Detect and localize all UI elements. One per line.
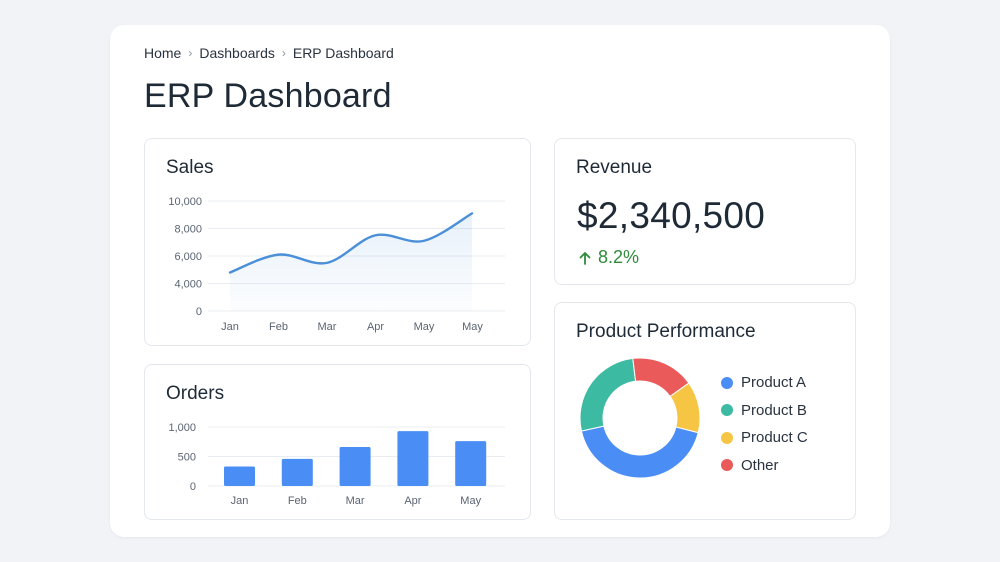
revenue-card: Revenue $2,340,500 8.2%	[554, 138, 856, 285]
orders-bar	[339, 447, 371, 486]
x-tick-label: May	[460, 495, 481, 507]
legend-label: Product A	[741, 374, 807, 392]
orders-bar	[455, 441, 487, 486]
donut-slice	[580, 425, 699, 479]
y-tick-label: 8,000	[174, 224, 202, 236]
x-tick-label: Mar	[318, 321, 337, 333]
orders-bar	[397, 431, 429, 486]
chevron-right-icon: ›	[281, 46, 286, 60]
sales-card: Sales 10,000 8,000 6,000 4,000 0 Jan Feb Mar Apr…	[144, 138, 531, 346]
orders-bar-chart: 1,000 500 0 Jan Feb Mar Apr May	[168, 422, 505, 507]
orders-card-title: Orders	[166, 383, 225, 404]
y-tick-label: 1,000	[168, 422, 196, 434]
sales-card-title: Sales	[166, 157, 214, 178]
x-tick-label: Apr	[367, 321, 384, 333]
legend-item: Other	[721, 452, 808, 480]
x-tick-label: Jan	[221, 321, 239, 333]
x-tick-label: Mar	[346, 495, 365, 507]
legend-swatch	[721, 431, 733, 444]
legend-item: Product C	[721, 424, 808, 452]
legend-swatch	[721, 404, 733, 417]
sales-line	[228, 212, 474, 274]
product-performance-card: Product Performance Product A Product B Pr…	[554, 302, 856, 520]
product-performance-title: Product Performance	[576, 321, 756, 342]
page-title: ERP Dashboard	[144, 77, 392, 115]
chevron-right-icon: ›	[188, 46, 193, 60]
sales-line-chart: 10,000 8,000 6,000 4,000 0 Jan Feb Mar Apr May May	[168, 196, 505, 333]
x-tick-label: May	[414, 321, 435, 333]
legend-item: Product A	[721, 369, 808, 397]
y-tick-label: 0	[190, 481, 196, 493]
x-tick-label: Feb	[269, 321, 288, 333]
y-tick-label: 10,000	[168, 196, 202, 208]
y-tick-label: 4,000	[174, 279, 202, 291]
x-tick-label: Jan	[231, 495, 249, 507]
legend-label: Product C	[741, 429, 808, 447]
x-tick-label: Feb	[288, 495, 307, 507]
arrow-up-icon	[579, 251, 591, 265]
sales-area-fill	[230, 213, 472, 311]
orders-bar	[224, 466, 255, 486]
breadcrumb-home[interactable]: Home	[144, 45, 182, 61]
legend-label: Product B	[741, 401, 807, 419]
legend-swatch	[721, 459, 733, 472]
breadcrumb-current[interactable]: ERP Dashboard	[292, 45, 394, 61]
revenue-change: 8.2%	[577, 247, 639, 268]
y-tick-label: 0	[196, 306, 202, 318]
product-performance-donut-chart	[579, 357, 701, 479]
legend-item: Product B	[721, 397, 808, 425]
breadcrumb-dashboards[interactable]: Dashboards	[199, 45, 275, 61]
orders-card: Orders 1,000 500 0 Jan Feb Mar Apr May	[144, 364, 531, 520]
revenue-value: $2,340,500	[577, 195, 766, 236]
x-tick-label: May	[462, 321, 483, 333]
orders-bar	[281, 458, 313, 486]
legend-swatch	[721, 376, 733, 389]
donut-legend: Product A Product B Product C Other	[721, 369, 808, 479]
y-tick-label: 500	[178, 452, 196, 464]
revenue-card-title: Revenue	[576, 157, 653, 178]
breadcrumb: Home › Dashboards › ERP Dashboard	[144, 45, 394, 61]
y-tick-label: 6,000	[174, 251, 202, 263]
donut-slice	[579, 357, 637, 432]
dashboard-page: Home › Dashboards › ERP Dashboard ERP Da…	[110, 25, 890, 537]
x-tick-label: Apr	[404, 495, 421, 507]
legend-label: Other	[741, 456, 779, 474]
revenue-change-value: 8.2%	[598, 247, 640, 267]
